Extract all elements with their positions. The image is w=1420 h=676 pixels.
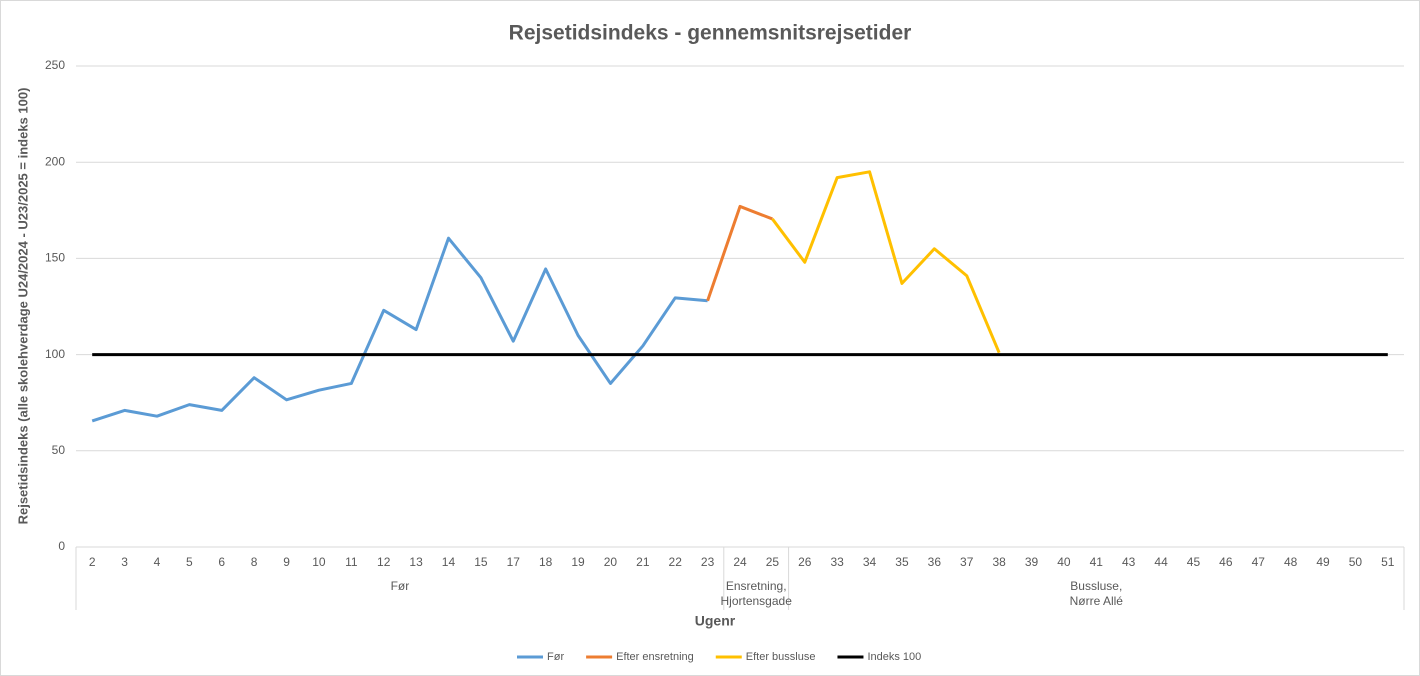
x-tick-label: 41 xyxy=(1090,555,1104,569)
chart-title: Rejsetidsindeks - gennemsnitsrejsetider xyxy=(509,22,912,45)
x-tick-label: 24 xyxy=(733,555,747,569)
series-line xyxy=(706,204,773,302)
x-tick-label: 25 xyxy=(766,555,780,569)
legend-label: Indeks 100 xyxy=(867,651,921,663)
x-tick-label: 9 xyxy=(283,555,290,569)
group-label: Hjortensgade xyxy=(720,594,792,608)
x-tick-label: 36 xyxy=(928,555,942,569)
x-tick-label: 15 xyxy=(474,555,488,569)
x-tick-label: 37 xyxy=(960,555,974,569)
legend-label: Efter ensretning xyxy=(616,651,694,663)
x-tick-label: 47 xyxy=(1252,555,1266,569)
x-tick-label: 26 xyxy=(798,555,812,569)
x-tick-label: 20 xyxy=(604,555,618,569)
group-label: Nørre Allé xyxy=(1070,594,1124,608)
group-label: Før xyxy=(391,579,410,593)
x-tick-label: 10 xyxy=(312,555,326,569)
x-tick-label: 46 xyxy=(1219,555,1233,569)
x-tick-label: 33 xyxy=(830,555,844,569)
x-tick-label: 3 xyxy=(121,555,128,569)
x-tick-label: 8 xyxy=(251,555,258,569)
y-tick-label: 250 xyxy=(45,58,65,72)
x-tick-label: 11 xyxy=(345,555,358,569)
x-tick-label: 13 xyxy=(409,555,423,569)
x-tick-label: 18 xyxy=(539,555,553,569)
x-tick-label: 5 xyxy=(186,555,193,569)
legend-label: Efter bussluse xyxy=(746,651,816,663)
x-tick-label: 22 xyxy=(669,555,683,569)
y-tick-label: 150 xyxy=(45,251,65,265)
x-tick-label: 45 xyxy=(1187,555,1201,569)
x-tick-label: 12 xyxy=(377,555,391,569)
x-tick-label: 49 xyxy=(1316,555,1330,569)
x-tick-label: 39 xyxy=(1025,555,1039,569)
group-label: Ensretning, xyxy=(726,579,787,593)
x-tick-label: 6 xyxy=(218,555,225,569)
y-tick-label: 50 xyxy=(52,443,66,457)
x-tick-label: 51 xyxy=(1381,555,1395,569)
x-axis-title: Ugenr xyxy=(695,613,736,629)
x-tick-label: 44 xyxy=(1154,555,1168,569)
y-axis-title: Rejsetidsindeks (alle skolehverdage U24/… xyxy=(15,88,30,525)
x-tick-label: 50 xyxy=(1349,555,1363,569)
y-tick-label: 100 xyxy=(45,347,65,361)
group-label: Bussluse, xyxy=(1070,579,1122,593)
x-tick-label: 48 xyxy=(1284,555,1298,569)
x-tick-label: 34 xyxy=(863,555,877,569)
x-tick-label: 40 xyxy=(1057,555,1071,569)
x-tick-label: 19 xyxy=(571,555,585,569)
x-tick-label: 23 xyxy=(701,555,715,569)
x-tick-label: 21 xyxy=(636,555,650,569)
x-tick-label: 38 xyxy=(992,555,1006,569)
x-tick-label: 17 xyxy=(507,555,521,569)
series-line xyxy=(91,236,708,423)
series-line xyxy=(771,170,1001,354)
legend-label: Før xyxy=(547,651,564,663)
x-tick-label: 14 xyxy=(442,555,456,569)
x-tick-label: 43 xyxy=(1122,555,1136,569)
x-tick-label: 4 xyxy=(154,555,161,569)
y-tick-label: 200 xyxy=(45,154,65,168)
y-tick-label: 0 xyxy=(58,539,65,553)
x-tick-label: 2 xyxy=(89,555,96,569)
x-tick-label: 35 xyxy=(895,555,909,569)
